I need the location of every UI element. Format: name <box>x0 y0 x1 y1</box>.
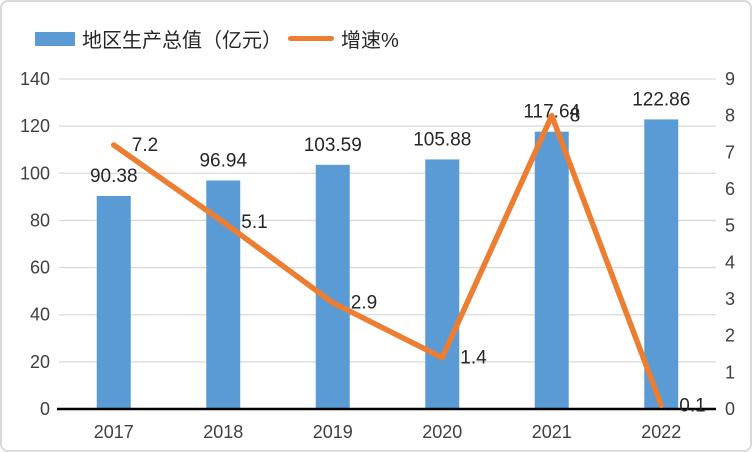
bar-2017 <box>96 195 131 409</box>
left-axis-tick: 100 <box>20 163 50 183</box>
bar-value-label: 103.59 <box>304 135 362 156</box>
bar-series-label: 地区生产总值（亿元） <box>82 30 282 52</box>
chart-legend: 地区生产总值（亿元） 增速% <box>35 24 399 53</box>
right-axis-tick: 4 <box>725 252 735 272</box>
right-axis-tick: 9 <box>725 69 735 89</box>
line-value-label: 8 <box>570 106 581 127</box>
line-value-label: 1.4 <box>460 348 487 369</box>
line-value-label: 2.9 <box>351 293 377 314</box>
line-value-label: 5.1 <box>241 212 267 233</box>
bar-2021 <box>534 131 569 409</box>
bar-value-label: 122.86 <box>632 89 690 110</box>
line-series-swatch-icon <box>288 36 334 41</box>
bar-2020 <box>425 159 460 409</box>
x-axis-label: 2022 <box>641 422 681 442</box>
x-axis-label: 2017 <box>94 422 134 442</box>
right-axis-tick: 8 <box>725 106 735 126</box>
x-axis-label: 2018 <box>203 422 243 442</box>
legend-item-growth: 增速% <box>288 24 399 53</box>
right-axis-tick: 5 <box>725 216 735 236</box>
right-axis-tick: 7 <box>725 142 735 162</box>
right-axis-tick: 1 <box>725 362 735 382</box>
right-axis-tick: 3 <box>725 289 735 309</box>
bar-2018 <box>206 180 241 409</box>
line-series-label: 增速% <box>341 30 399 52</box>
right-axis-tick: 0 <box>725 399 735 419</box>
bar-value-label: 117.64 <box>523 102 580 123</box>
left-axis-tick: 140 <box>20 69 50 89</box>
line-value-label: 7.2 <box>132 135 158 156</box>
x-axis-label: 2020 <box>422 422 462 442</box>
growth-rate-line <box>111 112 664 409</box>
left-axis-tick: 120 <box>20 116 50 136</box>
left-axis-tick: 40 <box>30 305 50 325</box>
bar-value-label: 96.94 <box>199 150 247 171</box>
bar-value-label: 105.88 <box>413 129 471 150</box>
line-value-label: 0.1 <box>679 395 705 416</box>
x-axis-label: 2019 <box>313 422 353 442</box>
bar-2019 <box>315 164 350 409</box>
left-axis-tick: 20 <box>30 352 50 372</box>
left-axis-tick: 80 <box>30 210 50 230</box>
bar-value-label: 90.38 <box>90 166 138 187</box>
left-axis-tick: 0 <box>40 399 50 419</box>
bar-2022 <box>644 119 679 409</box>
right-axis-tick: 6 <box>725 179 735 199</box>
legend-item-gdp: 地区生产总值（亿元） <box>35 24 282 53</box>
bar-series-swatch-icon <box>35 31 75 46</box>
right-axis-tick: 2 <box>725 326 735 346</box>
left-axis-tick: 60 <box>30 258 50 278</box>
x-axis-label: 2021 <box>532 422 572 442</box>
